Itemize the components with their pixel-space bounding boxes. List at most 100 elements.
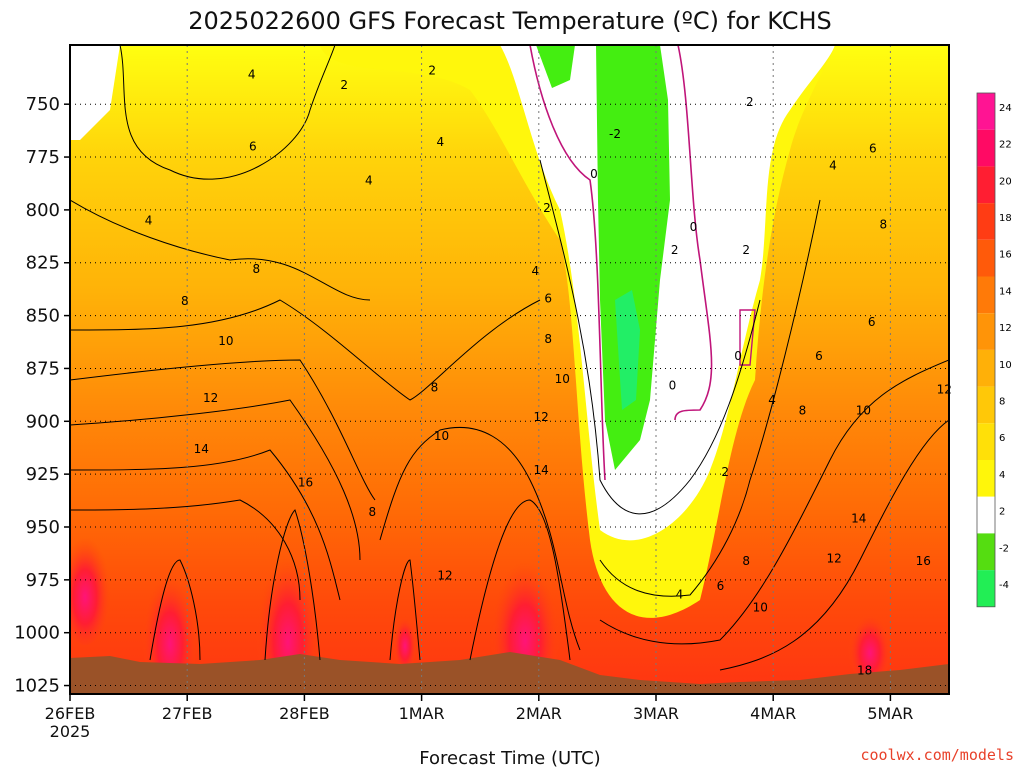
x-axis-label: Forecast Time (UTC) (419, 748, 600, 768)
contour-label: 0 (669, 378, 677, 392)
contour-label: 10 (218, 334, 233, 348)
contour-label: 4 (248, 68, 256, 82)
colorbar-tick-label: 10 (999, 360, 1012, 371)
colorbar-tick-label: 12 (999, 323, 1012, 334)
x-tick-label: 26FEB (45, 704, 96, 723)
contour-label: 12 (827, 552, 842, 566)
contour-label: 12 (203, 391, 218, 405)
colorbar-segment (977, 349, 995, 387)
contour-label: 0 (590, 167, 598, 181)
colorbar-tick-label: 2 (999, 507, 1005, 518)
colorbar-tick-label: 8 (999, 397, 1005, 408)
y-tick-label: 975 (26, 570, 60, 591)
colorbar-tick-label: 24 (999, 103, 1012, 114)
contour-label: 4 (531, 264, 539, 278)
contour-label: 6 (717, 579, 725, 593)
colorbar-tick-label: 18 (999, 213, 1012, 224)
contour-label: 8 (253, 262, 261, 276)
sub-freezing-green-region (596, 45, 670, 470)
colorbar-segment (977, 203, 995, 240)
contour-label: 4 (676, 588, 684, 602)
contour-label: 4 (437, 135, 445, 149)
colorbar-frame (976, 92, 996, 608)
contour-label: 4 (829, 158, 837, 172)
contour-label: 10 (856, 404, 871, 418)
sub-freezing-green-pocket (536, 45, 575, 88)
contour-label: 18 (857, 664, 872, 678)
contour-label: 8 (880, 218, 888, 232)
colorbar-tick-label: -4 (999, 580, 1009, 591)
contour-label: 2 (671, 243, 679, 257)
contour-label: 2 (742, 243, 750, 257)
contour-label: -2 (609, 127, 621, 141)
y-tick-label: 900 (26, 411, 60, 432)
contour-label: 0 (734, 349, 742, 363)
contour-label: 8 (181, 294, 189, 308)
contour-label: 12 (437, 569, 452, 583)
colorbar-segment (977, 460, 995, 497)
contour-label: 12 (534, 410, 549, 424)
y-tick-label: 925 (26, 464, 60, 485)
warm-core-1mar (393, 610, 417, 670)
contour-label: 14 (534, 463, 549, 477)
colorbar-segment (977, 129, 995, 167)
y-tick-label: 950 (26, 517, 60, 538)
contour-label: 10 (434, 429, 449, 443)
x-tick-label: 2MAR (516, 704, 562, 723)
colorbar-tick-label: 22 (999, 140, 1012, 151)
contour-label: 4 (365, 173, 373, 187)
contour-label: 6 (815, 349, 823, 363)
contour-label: 2 (721, 465, 729, 479)
contour-label: 2 (543, 201, 551, 215)
contour-label: 16 (298, 476, 313, 490)
above-freezing-white-region (500, 45, 835, 541)
warm-core-26feb (70, 525, 111, 645)
contour-label: 8 (742, 554, 750, 568)
y-tick-label: 850 (26, 306, 60, 327)
contour-label: 4 (768, 393, 776, 407)
y-tick-label: 875 (26, 358, 60, 379)
colorbar-tick-label: -2 (999, 543, 1009, 554)
temperature-field (70, 45, 949, 694)
colorbar-tick-label: 20 (999, 176, 1012, 187)
colorbar-segment (977, 276, 995, 314)
ground-surface (70, 652, 949, 694)
contour-label: 8 (431, 380, 439, 394)
colorbar-segment (977, 93, 995, 130)
y-tick-label: 1000 (14, 623, 60, 644)
axes: 7507758008258508759009259509751000102526… (14, 44, 950, 741)
x-tick-label: 28FEB (279, 704, 330, 723)
x-tick-label: 1MAR (399, 704, 445, 723)
contour-label: 8 (544, 332, 552, 346)
contour-label: 6 (249, 139, 257, 153)
contour-lines (70, 45, 949, 671)
contour-label: 10 (753, 600, 768, 614)
colorbar-segment (977, 386, 995, 424)
x-tick-label: 3MAR (633, 704, 679, 723)
white-top-left (70, 45, 120, 140)
colorbar-tick-label: 14 (999, 286, 1012, 297)
contour-label: 6 (544, 292, 552, 306)
colorbar-segment (977, 533, 995, 571)
y-tick-label: 750 (26, 94, 60, 115)
colorbar-tick-label: 4 (999, 470, 1005, 481)
x-tick-label: 27FEB (162, 704, 213, 723)
contour-label: 14 (851, 512, 866, 526)
plot-frame (69, 44, 950, 695)
contour-label: 0 (690, 220, 698, 234)
contour-label: 2 (428, 63, 436, 77)
x-tick-label: 4MAR (750, 704, 796, 723)
freezing-contour-loop (739, 309, 756, 366)
colorbar-segment (977, 239, 995, 277)
deep-cold-core (615, 290, 640, 410)
contour-label: 16 (916, 554, 931, 568)
y-tick-label: 1025 (14, 676, 60, 697)
credit-link[interactable]: coolwx.com/models (860, 746, 1014, 764)
colorbar-segment (977, 423, 995, 460)
y-tick-label: 825 (26, 253, 60, 274)
contour-label: 14 (194, 442, 209, 456)
contour-label: 2 (340, 78, 348, 92)
y-tick-label: 800 (26, 200, 60, 221)
